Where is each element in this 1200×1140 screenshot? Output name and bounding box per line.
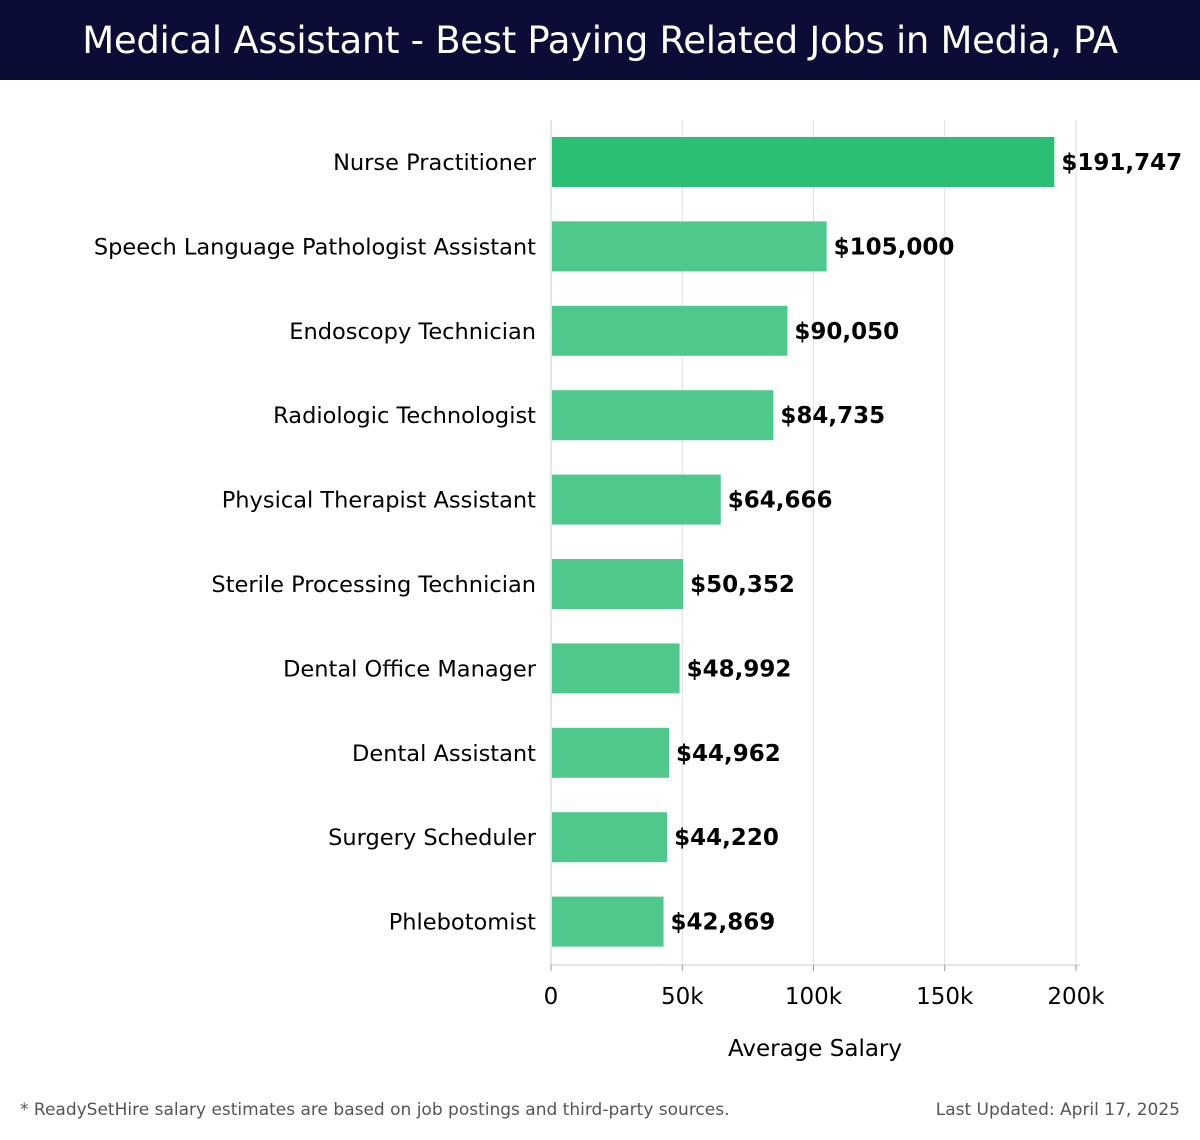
category-label: Endoscopy Technician: [289, 319, 536, 345]
category-label: Dental Assistant: [352, 741, 536, 767]
category-label: Dental Office Manager: [283, 656, 537, 682]
value-label: $44,962: [676, 741, 781, 767]
bar: [552, 137, 1055, 187]
category-label: Radiologic Technologist: [273, 403, 536, 429]
category-label: Phlebotomist: [389, 910, 536, 936]
value-labels: $191,747 $105,000 $90,050 $84,735 $64,666 $50…: [671, 150, 1183, 936]
footer-note: * ReadySetHire salary estimates are base…: [20, 1100, 730, 1120]
title-bar: Medical Assistant - Best Paying Related …: [0, 0, 1200, 80]
value-label: $64,666: [728, 488, 833, 514]
page-title: Medical Assistant - Best Paying Related …: [82, 18, 1118, 62]
value-label: $84,735: [780, 403, 885, 429]
bars: [552, 137, 1055, 947]
x-axis: 0 50k 100k 150k 200k: [544, 120, 1105, 1010]
bar: [552, 221, 827, 272]
x-tick-label: 150k: [916, 984, 974, 1010]
category-label: Physical Therapist Assistant: [222, 488, 536, 514]
category-label: Surgery Scheduler: [328, 825, 537, 851]
value-label: $191,747: [1061, 150, 1182, 176]
x-tick-label: 200k: [1047, 984, 1105, 1010]
value-label: $90,050: [794, 319, 899, 345]
x-tick-label: 50k: [661, 984, 704, 1010]
bar: [552, 305, 788, 356]
last-updated: Last Updated: April 17, 2025: [935, 1100, 1180, 1120]
bar: [552, 643, 680, 694]
x-tick-label: 100k: [785, 984, 843, 1010]
bar: [552, 474, 721, 525]
x-tick-label: 0: [544, 984, 559, 1010]
category-label: Nurse Practitioner: [333, 150, 537, 176]
category-labels: Nurse Practitioner Speech Language Pathol…: [94, 150, 537, 936]
bar: [552, 390, 774, 441]
bar: [552, 559, 684, 609]
x-axis-title: Average Salary: [728, 1036, 902, 1062]
value-label: $42,869: [671, 910, 776, 936]
bar-chart: Nurse Practitioner Speech Language Pathol…: [94, 120, 1183, 1062]
value-label: $44,220: [674, 825, 779, 851]
category-label: Speech Language Pathologist Assistant: [94, 234, 536, 260]
value-label: $48,992: [687, 656, 792, 682]
bar: [552, 727, 670, 778]
value-label: $50,352: [690, 572, 795, 598]
bar: [552, 896, 664, 947]
value-label: $105,000: [834, 234, 955, 260]
category-label: Sterile Processing Technician: [211, 572, 536, 598]
bar: [552, 812, 668, 863]
